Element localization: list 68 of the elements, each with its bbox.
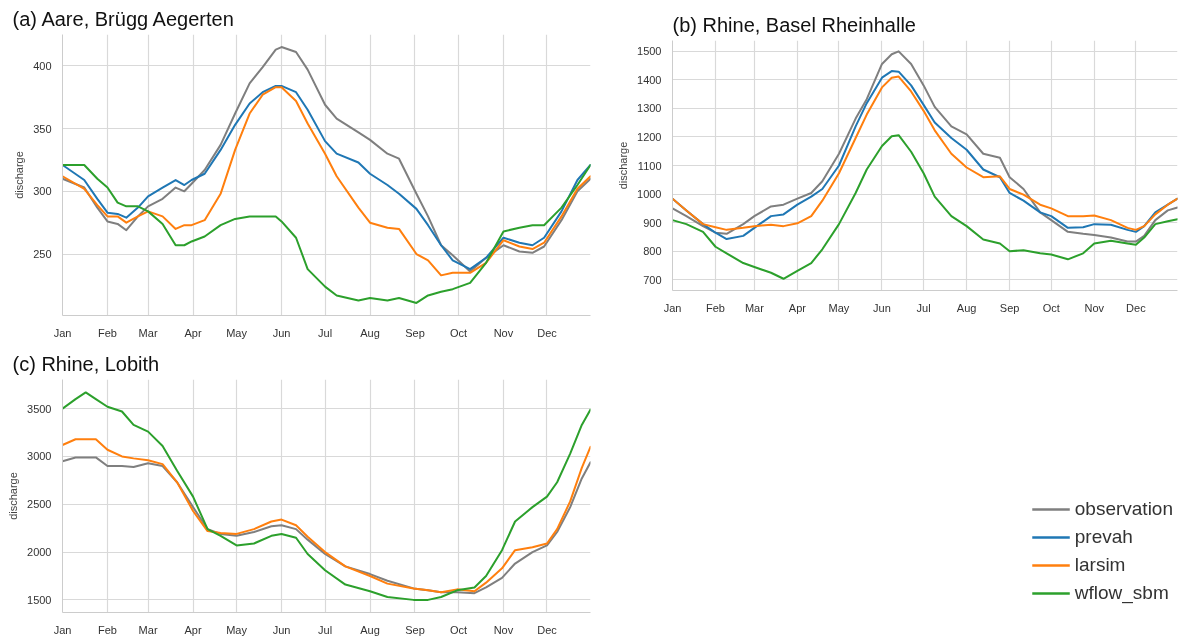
x-tick-label: Mar (744, 301, 765, 314)
line-series (62, 163, 591, 304)
x-tick-label: Feb (706, 301, 725, 314)
x-tick-label: Dec (1126, 301, 1147, 314)
y-tick-label: 700 (643, 273, 662, 286)
line-series (62, 46, 591, 273)
y-tick-label: 1000 (637, 188, 662, 201)
x-tick-label: Apr (184, 326, 202, 339)
x-tick-label: Jun (873, 301, 891, 314)
x-tick-label: Nov (1084, 301, 1105, 314)
chart-title: (b) Rhine, Basel Rheinhalle (672, 13, 916, 36)
legend-label: observation (1074, 498, 1173, 520)
x-tick-label: Sep (999, 301, 1020, 314)
x-tick-label: Aug (360, 326, 380, 339)
x-tick-label: Jun (272, 326, 291, 339)
legend-label: prevah (1074, 526, 1133, 548)
y-tick-label: 3000 (27, 450, 52, 463)
chart-title: (a) Aare, Brügg Aegerten (12, 7, 234, 30)
chart-title: (c) Rhine, Lobith (12, 352, 160, 375)
y-tick-label: 2000 (27, 546, 52, 559)
line-series (62, 391, 591, 601)
x-tick-label: Nov (493, 326, 514, 339)
legend-label: wflow_sbm (1074, 582, 1169, 604)
y-axis-title: discharge (617, 141, 630, 190)
x-tick-label: May (226, 326, 248, 339)
x-tick-label: Oct (1042, 301, 1060, 314)
x-tick-label: Feb (97, 326, 117, 339)
x-tick-label: Jun (272, 623, 291, 636)
x-tick-label: Jul (916, 301, 931, 314)
x-tick-label: Jan (663, 301, 682, 314)
y-axis-title: discharge (7, 472, 20, 520)
x-tick-label: Apr (788, 301, 807, 314)
y-tick-label: 1100 (637, 159, 662, 172)
y-tick-label: 400 (33, 59, 52, 72)
y-tick-label: 300 (33, 185, 52, 198)
y-tick-label: 1300 (637, 102, 662, 115)
line-series (672, 134, 1178, 280)
y-tick-label: 2500 (27, 498, 52, 511)
legend-label: larsim (1074, 554, 1126, 576)
y-tick-label: 1500 (637, 45, 662, 58)
y-tick-label: 1200 (637, 130, 662, 143)
x-tick-label: Oct (449, 326, 468, 339)
x-tick-label: Jul (318, 326, 333, 339)
y-tick-label: 1400 (637, 73, 662, 86)
x-tick-label: Mar (138, 623, 158, 636)
x-tick-label: Feb (97, 623, 117, 636)
y-axis-title: discharge (13, 151, 26, 199)
x-tick-label: Sep (405, 623, 425, 636)
x-tick-label: Aug (956, 301, 977, 314)
x-tick-label: Aug (360, 623, 380, 636)
y-tick-label: 350 (33, 122, 52, 135)
y-tick-label: 800 (643, 245, 662, 258)
x-tick-label: Apr (184, 623, 202, 636)
x-tick-label: Jan (53, 623, 72, 636)
x-tick-label: Mar (138, 326, 158, 339)
y-tick-label: 250 (33, 248, 52, 261)
x-tick-label: May (828, 301, 850, 314)
y-tick-label: 3500 (27, 402, 52, 415)
x-tick-label: Sep (405, 326, 425, 339)
x-tick-label: Dec (537, 326, 558, 339)
x-tick-label: May (226, 623, 248, 636)
y-tick-label: 900 (643, 216, 662, 229)
x-tick-label: Nov (493, 623, 514, 636)
x-tick-label: Jul (318, 623, 333, 636)
x-tick-label: Oct (449, 623, 468, 636)
y-tick-label: 1500 (27, 593, 52, 606)
x-tick-label: Jan (53, 326, 72, 339)
x-tick-label: Dec (537, 623, 558, 636)
